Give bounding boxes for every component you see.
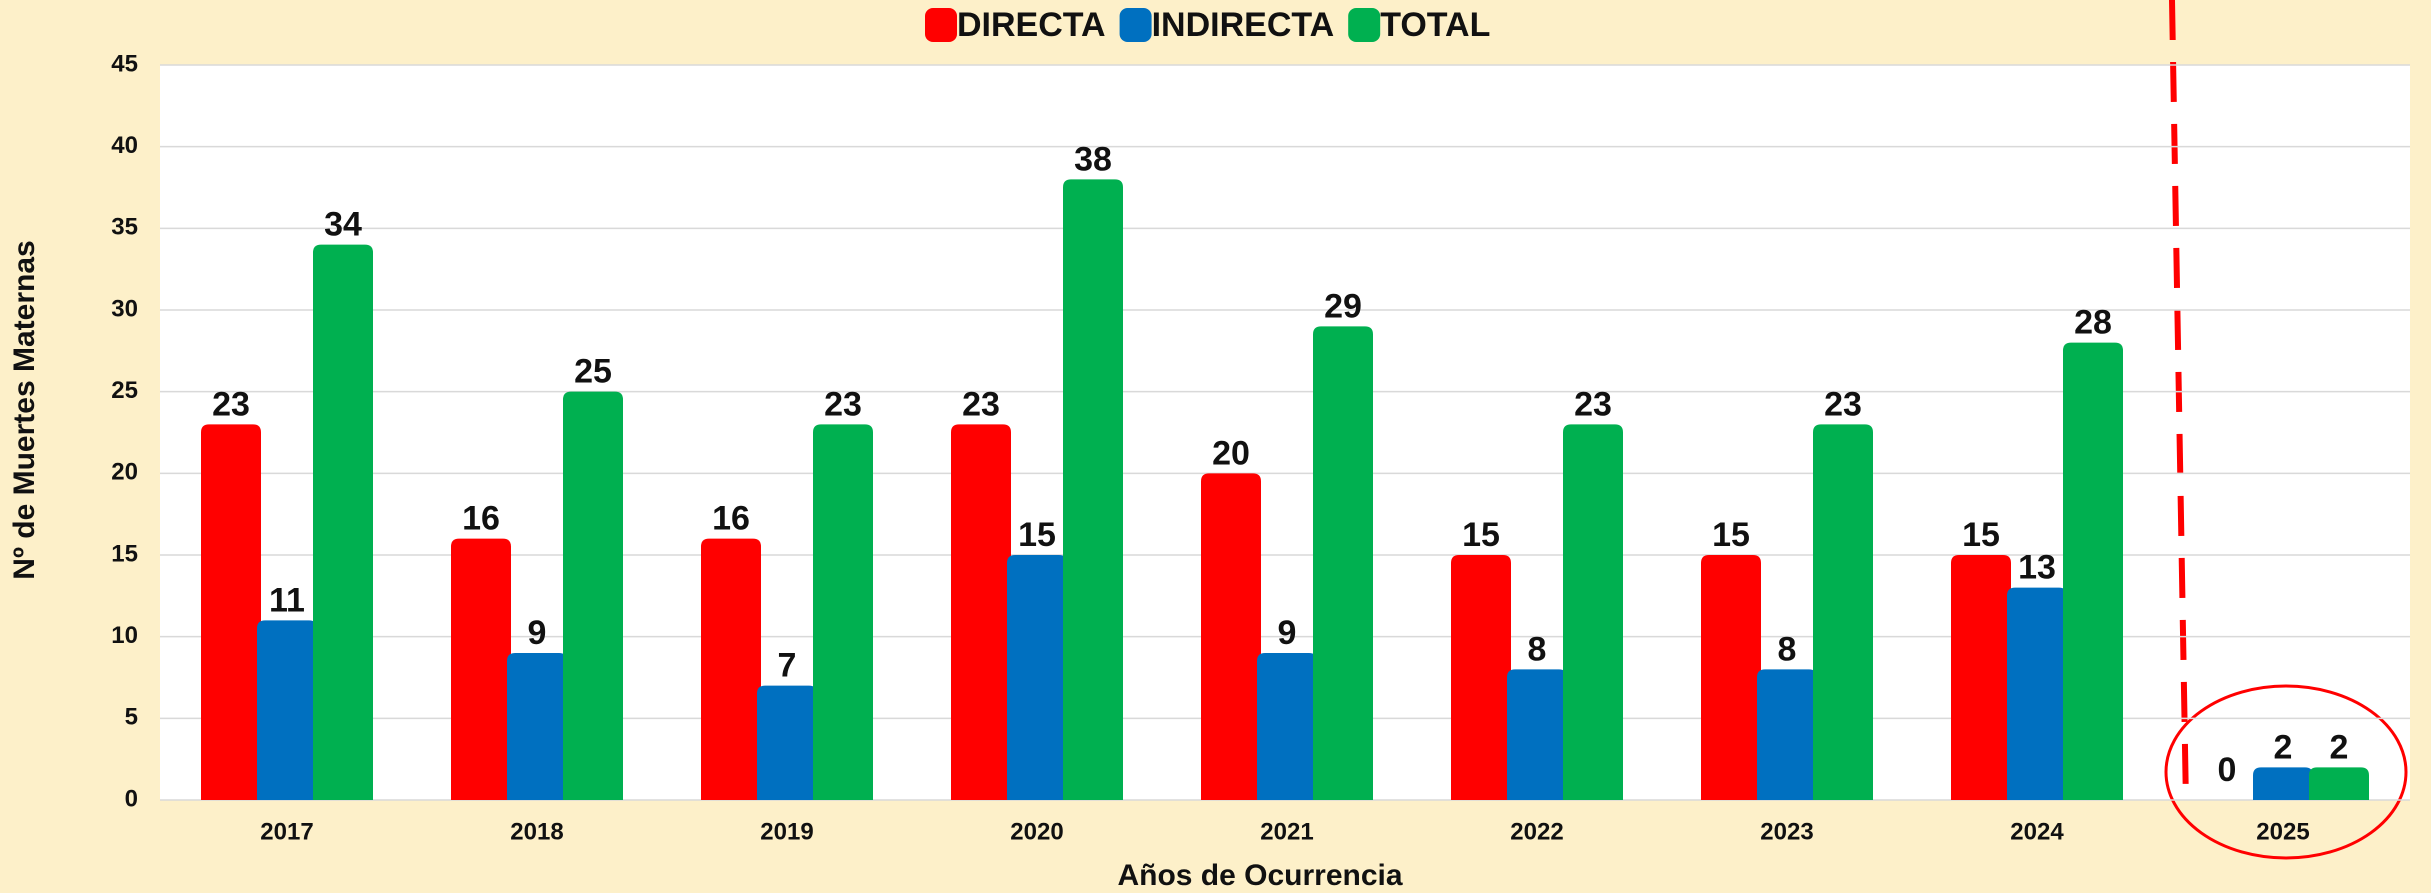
x-tick-label: 2018 [510,818,563,845]
value-label: 23 [824,385,862,423]
bar [1007,555,1067,800]
x-tick-label: 2025 [2256,818,2309,845]
y-tick-label: 10 [111,622,138,649]
x-tick-label: 2022 [1510,818,1563,845]
value-label: 23 [1574,385,1612,423]
bar [313,244,373,800]
bar [757,685,817,800]
value-label: 8 [1778,630,1797,668]
bar [1701,555,1761,800]
y-tick-label: 20 [111,459,138,486]
bar [257,620,317,800]
value-label: 15 [1712,516,1750,554]
value-label: 0 [2218,751,2237,789]
bar [2007,587,2067,800]
x-tick-label: 2020 [1010,818,1063,845]
bar [2063,342,2123,800]
bar [813,424,873,800]
y-tick-label: 30 [111,295,138,322]
bar [1563,424,1623,800]
legend-label: TOTAL [1380,6,1490,44]
x-tick-label: 2019 [760,818,813,845]
bar [1951,555,2011,800]
legend-swatch [1119,8,1152,42]
value-label: 11 [269,581,305,619]
bar [2253,767,2313,800]
value-label: 16 [462,500,500,538]
value-label: 15 [1018,516,1056,554]
bar [1313,326,1373,800]
y-axis-title: Nº de Muertes Maternas [8,240,41,579]
bar [1813,424,1873,800]
x-tick-label: 2024 [2010,818,2064,845]
bar [1201,473,1261,800]
value-label: 13 [2018,549,2056,587]
x-axis-title: Años de Ocurrencia [1117,859,1402,892]
y-tick-label: 45 [111,50,138,77]
y-tick-label: 5 [125,704,138,731]
bar [1757,669,1817,800]
value-label: 20 [1212,434,1250,472]
value-label: 38 [1074,140,1112,178]
bar [563,391,623,800]
y-tick-label: 0 [125,785,138,812]
value-label: 23 [212,385,250,423]
value-label: 34 [324,206,362,244]
bar [507,653,567,800]
bar [451,538,511,800]
y-tick-label: 40 [111,132,138,159]
value-label: 16 [712,500,750,538]
value-label: 9 [528,614,547,652]
bar [1063,179,1123,801]
y-tick-label: 25 [111,377,138,404]
bar [951,424,1011,800]
value-label: 23 [1824,385,1862,423]
value-label: 7 [778,647,797,685]
value-label: 29 [1324,287,1362,325]
bar [2309,767,2369,800]
value-label: 15 [1962,516,2000,554]
highlight-circle [2164,684,2408,860]
x-tick-label: 2021 [1260,818,1313,845]
y-tick-label: 15 [111,540,138,567]
value-label: 8 [1528,630,1547,668]
bar [1257,653,1317,800]
legend-swatch [1348,8,1381,42]
bar [701,538,761,800]
legend-label: INDIRECTA [1152,6,1335,44]
bar [1507,669,1567,800]
value-label: 9 [1278,614,1297,652]
bar [201,424,261,800]
x-tick-label: 2017 [260,818,313,845]
value-label: 28 [2074,304,2112,342]
legend-swatch [925,8,957,42]
value-label: 25 [574,353,612,391]
value-label: 15 [1462,516,1500,554]
legend-label: DIRECTA [957,6,1106,44]
value-label: 2 [2330,728,2349,766]
separator-line [2169,0,2189,806]
value-label: 2 [2274,728,2293,766]
bar [1451,555,1511,800]
x-tick-label: 2023 [1760,818,1813,845]
value-label: 23 [962,385,1000,423]
y-tick-label: 35 [111,214,138,241]
